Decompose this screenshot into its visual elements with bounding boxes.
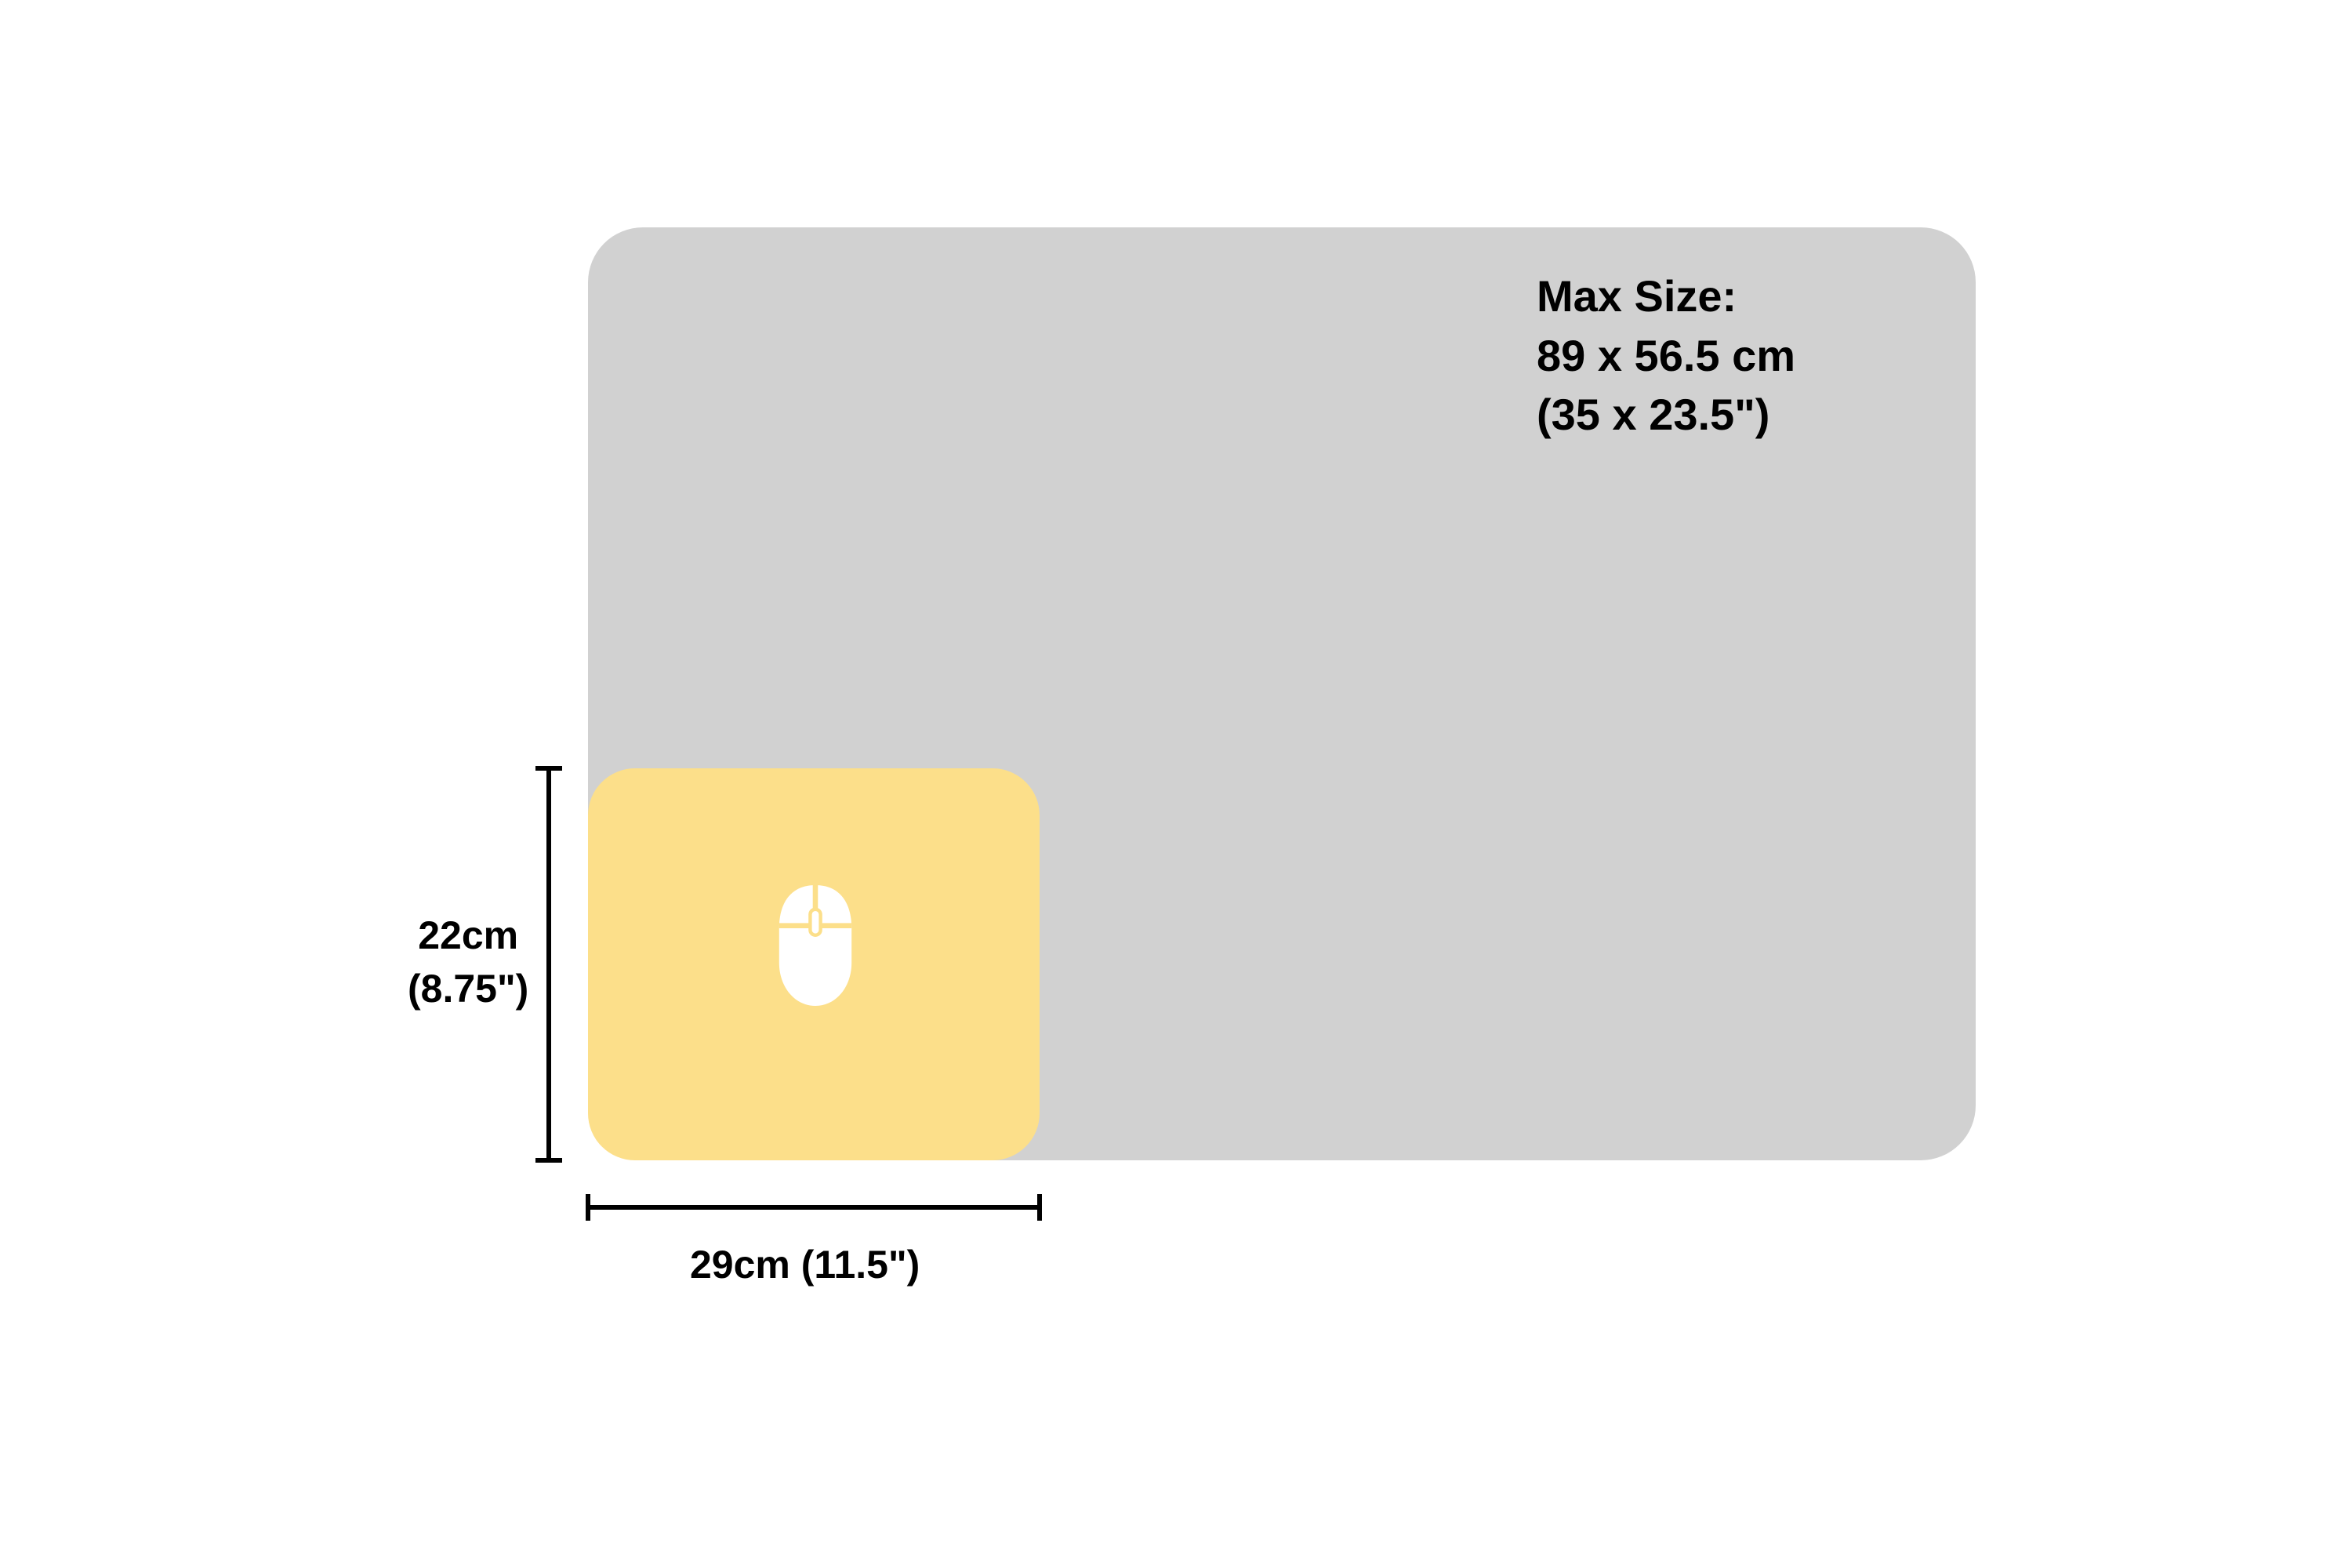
horizontal-dimension-text: 29cm (11.5") [690, 1243, 920, 1287]
vertical-dimension-tick-top [535, 766, 562, 771]
vertical-dimension-tick-bottom [535, 1158, 562, 1163]
horizontal-dimension-tick-right [1037, 1194, 1042, 1221]
vertical-dimension-label: 22cm (8.75") [408, 909, 528, 1015]
max-size-title: Max Size: [1537, 267, 1795, 326]
max-size-line1: 89 x 56.5 cm [1537, 326, 1795, 386]
vertical-dimension-line [546, 768, 551, 1160]
diagram-stage: Max Size: 89 x 56.5 cm (35 x 23.5") 22cm… [0, 0, 2352, 1568]
horizontal-dimension-tick-left [586, 1194, 590, 1221]
vertical-dimension-line1: 22cm [408, 909, 528, 963]
mouse-icon [772, 883, 858, 1008]
horizontal-dimension-label: 29cm (11.5") [690, 1239, 920, 1292]
horizontal-dimension-line [588, 1205, 1040, 1210]
max-size-line2: (35 x 23.5") [1537, 385, 1795, 445]
vertical-dimension-line2: (8.75") [408, 963, 528, 1016]
max-size-label: Max Size: 89 x 56.5 cm (35 x 23.5") [1537, 267, 1795, 445]
